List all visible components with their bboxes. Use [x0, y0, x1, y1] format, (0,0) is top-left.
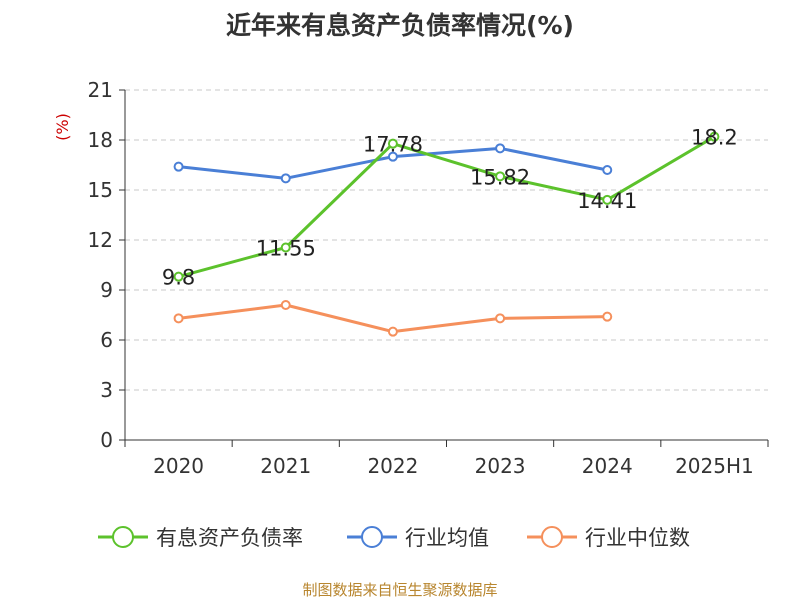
- x-axis: 2020 2021 2022 2023 2024 2025H1: [124, 439, 769, 478]
- x-tick-label-2024: 2024: [582, 454, 633, 478]
- y-tick-label-15: 15: [88, 178, 113, 202]
- y-tick-label-6: 6: [100, 328, 113, 352]
- legend-label-0: 有息资产负债率: [156, 526, 303, 550]
- legend-item-1[interactable]: 行业均值: [347, 526, 489, 550]
- legend-label-2: 行业中位数: [585, 526, 690, 550]
- y-tick-label-9: 9: [100, 278, 113, 302]
- data-point-1-2: [387, 151, 398, 162]
- y-tick-label-21: 21: [88, 78, 113, 102]
- data-point-0-2: [387, 138, 398, 149]
- data-point-0-3: [495, 171, 506, 182]
- series-line-0: [178, 135, 716, 279]
- y-tick-label-18: 18: [88, 128, 113, 152]
- data-label-5: 18.2: [691, 126, 738, 150]
- data-point-2-4: [602, 311, 613, 322]
- y-tick-label-0: 0: [100, 428, 113, 452]
- grid-lines: [125, 89, 768, 391]
- data-label-1: 11.55: [256, 237, 316, 261]
- data-labels: 9.8 11.55 17.78 15.82 14.41 18.2: [162, 126, 738, 290]
- data-label-2: 17.78: [363, 133, 423, 157]
- y-tick-label-3: 3: [100, 378, 113, 402]
- data-point-2-0: [173, 313, 184, 324]
- y-tick-label-12: 12: [88, 228, 113, 252]
- x-tick-label-2020: 2020: [153, 454, 204, 478]
- legend-marker-0: [112, 526, 134, 548]
- data-point-2-1: [280, 300, 291, 310]
- data-point-0-4: [602, 194, 613, 205]
- y-axis-unit: (%): [53, 113, 72, 141]
- x-tick-label-2022: 2022: [367, 454, 418, 478]
- legend-item-0[interactable]: 有息资产负债率: [98, 526, 303, 550]
- x-tick-label-2021: 2021: [260, 454, 311, 478]
- legend-item-2[interactable]: 行业中位数: [527, 526, 690, 550]
- data-point-0-0: [173, 271, 184, 282]
- data-point-0-5: [709, 131, 720, 142]
- chart-title: 近年来有息资产负债率情况(%): [226, 11, 574, 40]
- legend-marker-2: [541, 526, 563, 548]
- series-group: [173, 131, 720, 337]
- data-source-note: 制图数据来自恒生聚源数据库: [302, 581, 498, 599]
- legend-label-1: 行业均值: [405, 526, 489, 550]
- data-point-1-4: [602, 165, 613, 175]
- y-axis: 0 3 6 9 12 15 18 21: [88, 78, 126, 452]
- x-tick-label-2023: 2023: [475, 454, 526, 478]
- legend-marker-1: [361, 526, 383, 548]
- x-tick-label-2025H1: 2025H1: [675, 454, 754, 478]
- data-label-4: 14.41: [577, 189, 637, 213]
- data-point-1-3: [495, 143, 506, 154]
- data-label-0: 9.8: [162, 266, 195, 290]
- data-point-1-1: [280, 173, 291, 184]
- data-point-2-2: [387, 326, 398, 337]
- data-point-1-0: [173, 161, 184, 172]
- data-point-0-1: [280, 242, 291, 253]
- data-label-3: 15.82: [470, 165, 530, 189]
- data-point-2-3: [495, 313, 506, 324]
- legend[interactable]: 有息资产负债率 行业均值 行业中位数: [98, 526, 690, 550]
